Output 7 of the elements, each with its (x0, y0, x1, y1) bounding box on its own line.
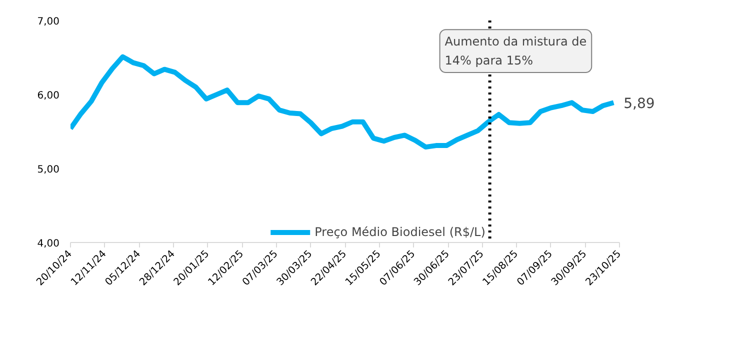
y-tick-label: 7,00 (37, 16, 60, 28)
ref-line-label: Aumento da mistura de 14% para 15% (444, 34, 587, 68)
y-tick-label: 4,00 (37, 238, 60, 250)
y-tick-label: 5,00 (37, 164, 60, 176)
annotation: 5,89 (624, 96, 655, 112)
legend-label: Preço Médio Biodiesel (R$/L) (314, 225, 486, 239)
y-tick-label: 6,00 (37, 90, 60, 102)
